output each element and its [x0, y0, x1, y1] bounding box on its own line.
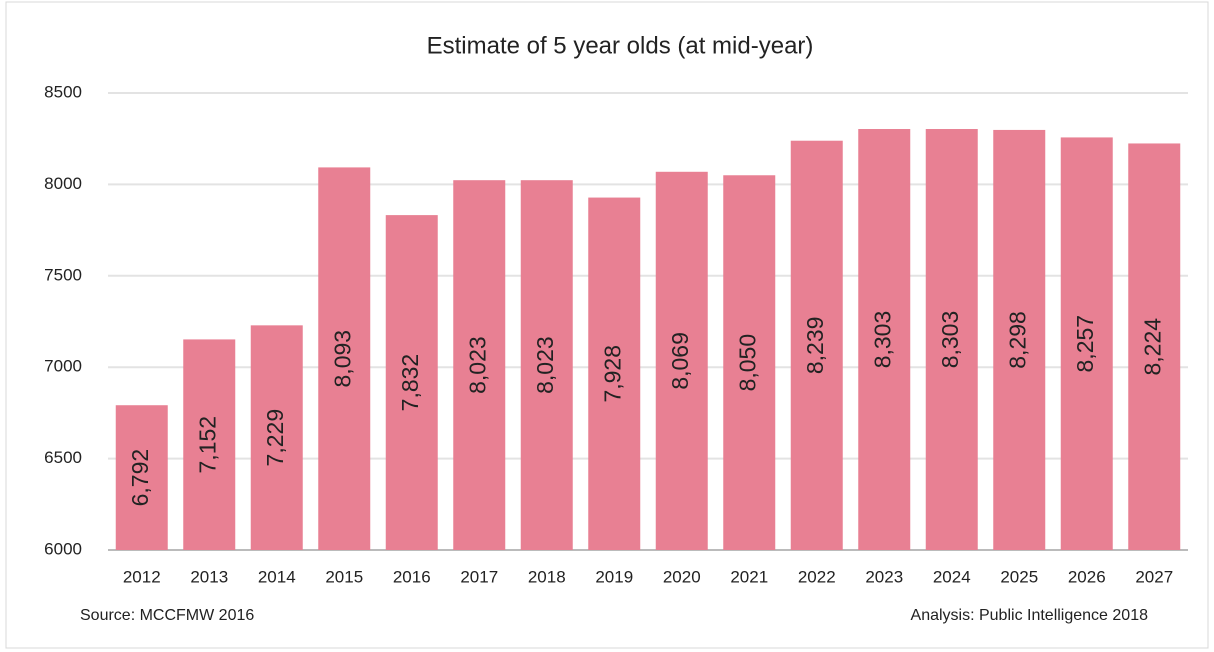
x-tick-label: 2012 — [123, 567, 161, 586]
bar — [115, 405, 168, 550]
value-label: 8,303 — [937, 311, 963, 369]
bar — [520, 180, 573, 550]
x-tick-label: 2017 — [460, 567, 498, 586]
bar — [925, 129, 978, 550]
value-label: 7,152 — [194, 416, 220, 474]
source-note: Source: MCCFMW 2016 — [80, 607, 254, 624]
value-label: 8,303 — [869, 311, 895, 369]
bar — [993, 129, 1046, 550]
bar — [1060, 137, 1113, 550]
x-tick-label: 2025 — [1000, 567, 1038, 586]
bar — [1128, 143, 1181, 550]
value-label: 7,928 — [599, 345, 625, 403]
value-label: 7,229 — [262, 409, 288, 467]
x-tick-label: 2013 — [190, 567, 228, 586]
bar — [250, 325, 303, 550]
value-label: 6,792 — [127, 449, 153, 507]
value-label: 8,023 — [464, 336, 490, 394]
y-tick-label: 7000 — [44, 357, 82, 376]
bar — [318, 167, 371, 550]
x-tick-label: 2020 — [663, 567, 701, 586]
value-label: 8,069 — [667, 332, 693, 390]
x-tick-label: 2024 — [933, 567, 971, 586]
x-tick-label: 2015 — [325, 567, 363, 586]
bar — [858, 129, 911, 550]
y-tick-label: 7500 — [44, 265, 82, 284]
analysis-note: Analysis: Public Intelligence 2018 — [911, 607, 1149, 624]
x-tick-label: 2027 — [1135, 567, 1173, 586]
bar — [655, 171, 708, 550]
value-label: 8,224 — [1139, 318, 1165, 376]
y-tick-label: 6000 — [44, 539, 82, 558]
y-tick-label: 8000 — [44, 174, 82, 193]
bar — [385, 215, 438, 550]
value-label: 8,257 — [1072, 315, 1098, 373]
bar — [588, 197, 641, 551]
bar — [453, 180, 506, 550]
x-tick-label: 2019 — [595, 567, 633, 586]
x-tick-label: 2014 — [258, 567, 296, 586]
value-label: 8,239 — [802, 317, 828, 375]
bar — [183, 339, 236, 550]
value-label: 8,093 — [329, 330, 355, 388]
chart-title: Estimate of 5 year olds (at mid-year) — [427, 32, 814, 59]
x-tick-label: 2018 — [528, 567, 566, 586]
x-tick-label: 2023 — [865, 567, 903, 586]
value-label: 8,023 — [532, 336, 558, 394]
bar — [723, 175, 776, 550]
x-tick-label: 2022 — [798, 567, 836, 586]
x-tick-label: 2021 — [730, 567, 768, 586]
y-tick-label: 6500 — [44, 448, 82, 467]
y-tick-label: 8500 — [44, 82, 82, 101]
x-tick-label: 2016 — [393, 567, 431, 586]
value-label: 7,832 — [397, 354, 423, 412]
value-label: 8,050 — [734, 334, 760, 392]
x-tick-label: 2026 — [1068, 567, 1106, 586]
value-label: 8,298 — [1004, 311, 1030, 369]
bar — [790, 140, 843, 550]
